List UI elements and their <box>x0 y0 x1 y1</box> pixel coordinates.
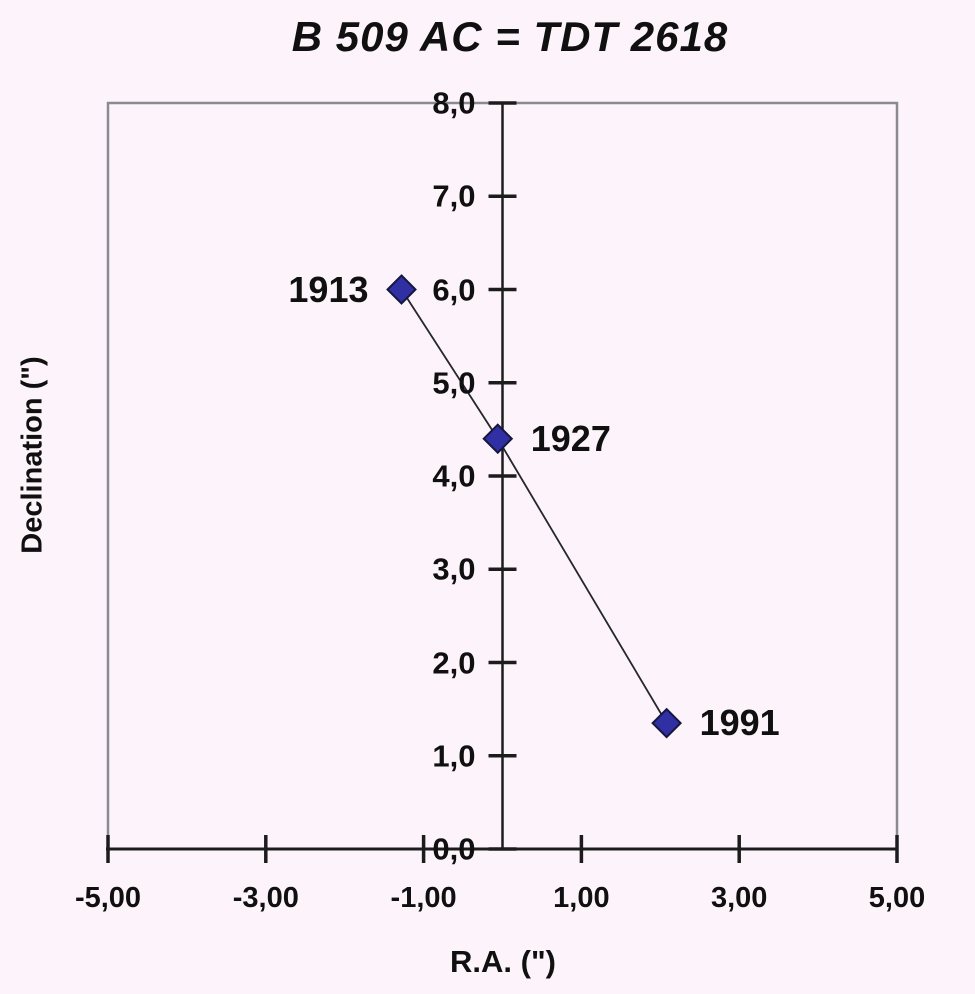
y-tick-label: 3,0 <box>432 551 476 587</box>
data-point-marker-1913 <box>386 274 417 305</box>
data-point-marker-1927 <box>482 423 514 455</box>
x-tick-label: 5,00 <box>868 882 926 914</box>
y-tick-label: 2,0 <box>432 645 476 680</box>
x-tick-label: 3,00 <box>710 882 768 914</box>
y-tick-label: 1,0 <box>432 738 476 774</box>
y-tick-label: 0,0 <box>432 831 476 867</box>
y-tick-label: 5,0 <box>432 365 476 401</box>
y-tick-label: 7,0 <box>432 178 476 214</box>
y-tick-label: 4,0 <box>432 458 476 494</box>
point-label-1927: 1927 <box>530 417 611 459</box>
x-tick-label: -5,00 <box>74 882 142 914</box>
x-tick-label: -1,00 <box>390 882 457 914</box>
x-tick-label: -3,00 <box>232 882 299 914</box>
y-axis-title: Declination (") <box>16 356 49 554</box>
chart-title: B 509 AC = TDT 2618 <box>291 13 729 60</box>
x-tick-label: 1,00 <box>553 882 610 914</box>
point-label-1991: 1991 <box>699 702 780 744</box>
y-tick-label: 6,0 <box>432 272 476 307</box>
y-tick-label: 8,0 <box>432 85 476 121</box>
data-point-marker-1991 <box>651 707 683 739</box>
point-label-1913: 1913 <box>288 268 369 310</box>
x-axis-title: R.A. (") <box>450 944 556 979</box>
